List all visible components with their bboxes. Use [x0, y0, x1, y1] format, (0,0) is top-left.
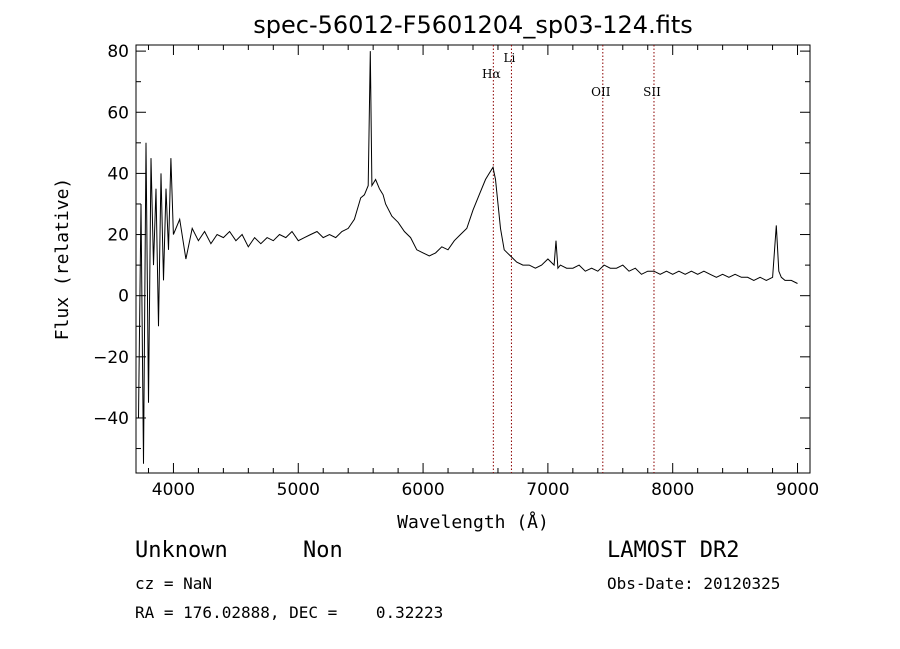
x-tick-label: 9000 [776, 480, 819, 500]
x-tick-label: 7000 [526, 480, 569, 500]
x-tick-label: 4000 [152, 480, 195, 500]
redshift-readout: cz = NaN [135, 574, 213, 593]
y-axis-label: Flux (relative) [52, 178, 73, 341]
line-marker-label: Hα [482, 67, 501, 81]
line-marker-label: Li [504, 51, 516, 65]
x-tick-label: 6000 [401, 480, 444, 500]
object-class: Unknown [135, 538, 228, 563]
y-tick-label: 40 [107, 164, 129, 184]
y-tick-label: 0 [118, 287, 129, 307]
line-marker-label: OII [591, 85, 611, 99]
line-marker-label: SII [643, 85, 661, 99]
spectrum-line [138, 51, 798, 464]
x-tick-label: 5000 [277, 480, 320, 500]
obs-date-readout: Obs-Date: 20120325 [607, 574, 781, 593]
y-tick-label: −20 [93, 348, 129, 368]
coordinates-readout: RA = 176.02888, DEC = 0.32223 [135, 603, 444, 622]
survey-label: LAMOST DR2 [607, 538, 740, 563]
y-tick-label: 20 [107, 226, 129, 246]
object-subclass: Non [303, 538, 343, 563]
x-axis-label: Wavelength (Å) [397, 511, 549, 533]
y-tick-label: 80 [107, 42, 129, 62]
y-tick-label: 60 [107, 103, 129, 123]
plot-frame [135, 44, 811, 474]
chart-title: spec-56012-F5601204_sp03-124.fits [253, 11, 692, 39]
x-tick-label: 8000 [651, 480, 694, 500]
y-tick-label: −40 [93, 409, 129, 429]
